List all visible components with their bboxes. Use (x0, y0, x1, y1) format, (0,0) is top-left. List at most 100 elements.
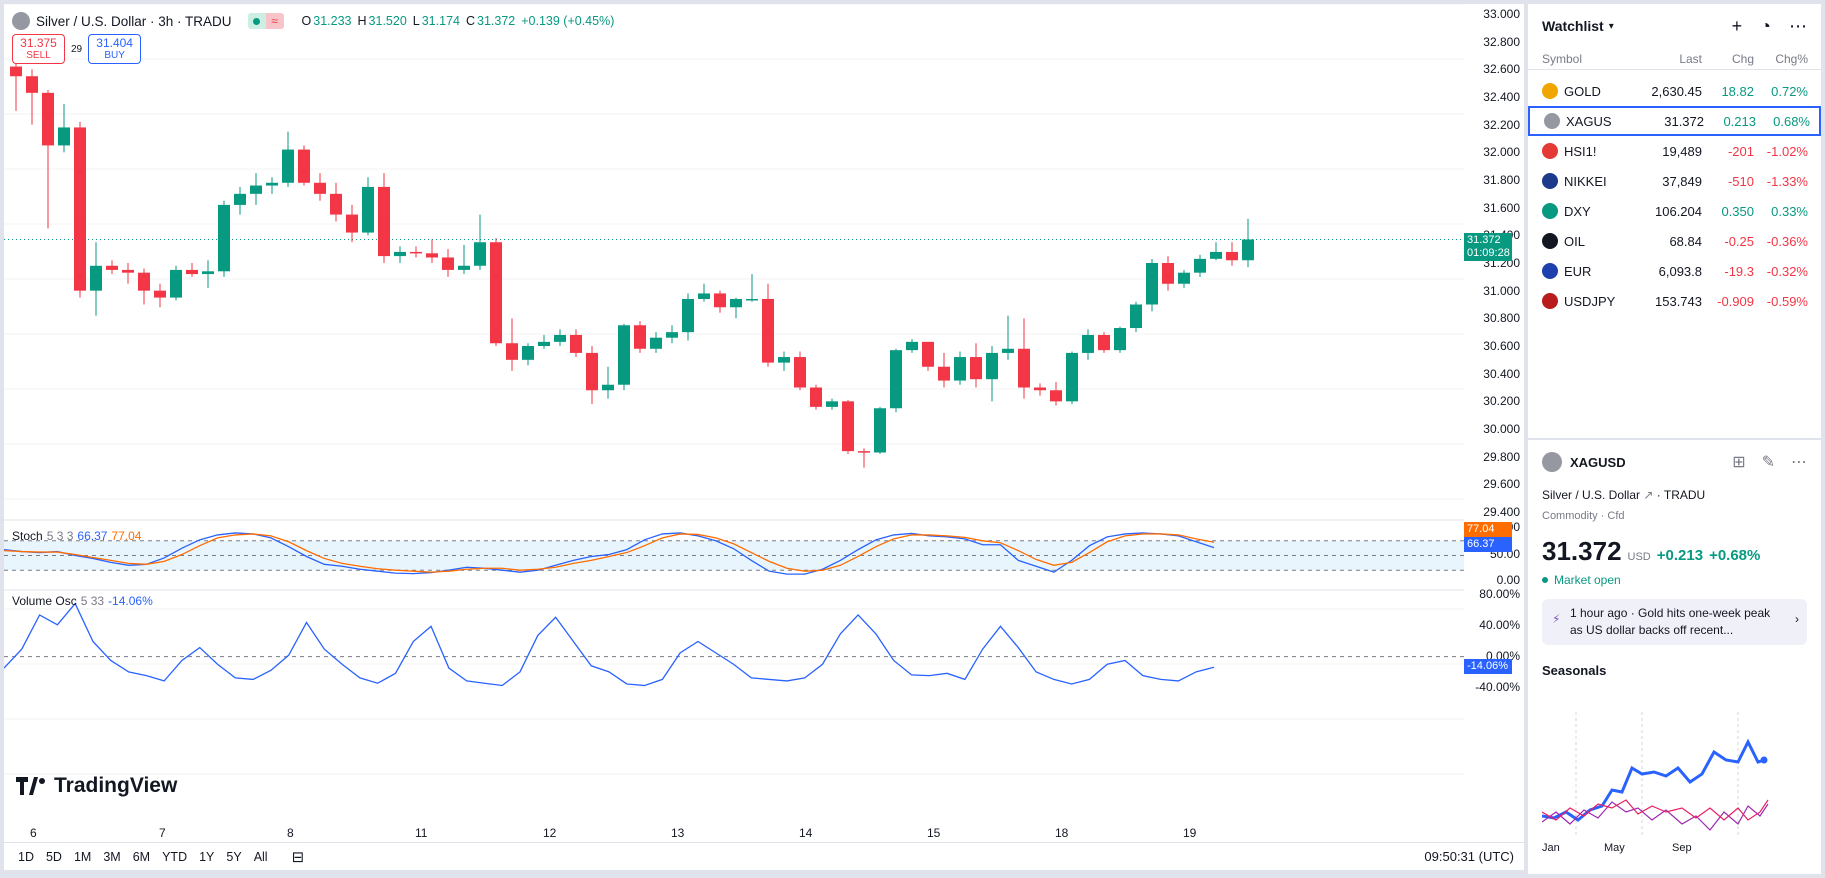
chevron-down-icon[interactable]: ▾ (1608, 20, 1614, 32)
advanced-view-icon[interactable]: ◔ (1760, 15, 1771, 36)
watchlist-row-hsi1![interactable]: HSI1! 19,489 -201 -1.02% (1528, 136, 1821, 166)
range-5d[interactable]: 5D (45, 849, 62, 864)
time-tick: 15 (927, 826, 941, 840)
range-3m[interactable]: 3M (103, 849, 121, 864)
seasonals-chart[interactable] (1542, 712, 1807, 837)
more-menu-icon[interactable]: ⋯ (1789, 15, 1807, 36)
candle-body (1146, 263, 1158, 305)
watchlist-title[interactable]: Watchlist (1542, 18, 1604, 34)
watchlist-header: Watchlist ▾ + ◔ ⋯ (1528, 4, 1821, 48)
chart-title[interactable]: Silver / U.S. Dollar · 3h · TRADU (36, 13, 232, 29)
range-ytd[interactable]: YTD (162, 849, 188, 864)
time-tick: 19 (1183, 826, 1197, 840)
symbol-logo-icon (1542, 203, 1558, 219)
change: -201 (1727, 143, 1754, 159)
seasonals-title[interactable]: Seasonals (1542, 662, 1607, 678)
candle-body (906, 341, 918, 351)
add-symbol-icon[interactable]: + (1731, 15, 1743, 36)
last-price: 153.743 (1655, 293, 1702, 309)
range-6m[interactable]: 6M (132, 849, 151, 864)
range-5y[interactable]: 5Y (226, 849, 242, 864)
open-label: O (301, 14, 312, 28)
time-tick: 18 (1055, 826, 1069, 840)
candle-body (586, 352, 598, 391)
candle-body (314, 182, 326, 194)
market-open-icon[interactable] (247, 13, 266, 29)
candle-body (570, 334, 582, 353)
candle-body (618, 325, 630, 385)
symbol-name[interactable]: Silver / U.S. Dollar (1542, 488, 1641, 502)
buy-price: 31.404 (96, 35, 133, 50)
candle-body (714, 293, 726, 308)
symbol-name: EUR (1564, 263, 1592, 279)
watchlist-row-oil[interactable]: OIL 68.84 -0.25 -0.36% (1528, 226, 1821, 256)
tradingview-logo[interactable]: TradingView (16, 774, 177, 798)
chart-area[interactable] (4, 4, 1464, 824)
buy-button[interactable]: 31.404 BUY (88, 34, 142, 64)
silver-symbol-icon (12, 12, 30, 30)
candle-body (74, 127, 86, 291)
seasonal-line-2 (1542, 801, 1769, 831)
stoch-params: 5 3 3 (46, 529, 74, 543)
watchlist-row-eur[interactable]: EUR 6,093.8 -19.3 -0.32% (1528, 256, 1821, 286)
chart-pane[interactable]: 33.000 32.800 32.600 32.400 32.200 32.000 31.8… (4, 4, 1524, 870)
candle-body (170, 269, 182, 298)
column-header-symbol[interactable]: Symbol (1542, 51, 1583, 66)
candle-body (186, 269, 198, 275)
change: 0.350 (1721, 203, 1754, 219)
candle-body (1082, 334, 1094, 353)
watchlist-row-dxy[interactable]: DXY 106.204 0.350 0.33% (1528, 196, 1821, 226)
stoch-name[interactable]: Stoch (12, 529, 43, 543)
watchlist-columns: Symbol Last Chg Chg% (1528, 48, 1821, 70)
delay-wave-icon[interactable]: ≈ (265, 13, 284, 29)
details-currency: USD (1627, 551, 1651, 563)
sell-button[interactable]: 31.375 SELL (12, 34, 65, 64)
watchlist-row-xagus[interactable]: XAGUS 31.372 0.213 0.68% (1528, 106, 1821, 136)
candle-body (826, 401, 838, 407)
watchlist-row-usdjpy[interactable]: USDJPY 153.743 -0.909 -0.59% (1528, 286, 1821, 316)
edit-icon[interactable]: ✎ (1761, 454, 1775, 471)
range-1m[interactable]: 1M (73, 849, 92, 864)
column-header-chg-pct[interactable]: Chg% (1775, 51, 1808, 66)
news-text: 1 hour ago · Gold hits one-week peak as … (1570, 606, 1771, 637)
candle-body (506, 343, 518, 360)
time-axis[interactable]: 6 7 8 11 12 13 14 15 18 19 (4, 824, 1524, 842)
watchlist-row-gold[interactable]: GOLD 2,630.45 18.82 0.72% (1528, 76, 1821, 106)
symbol-cell: GOLD (1542, 83, 1634, 99)
candlestick-chart[interactable] (4, 4, 1464, 824)
season-month-label: May (1604, 842, 1625, 854)
watchlist-panel: Watchlist ▾ + ◔ ⋯ Symbol Last Chg Chg% GOLD… (1528, 4, 1821, 438)
more-menu-icon[interactable]: ⋯ (1791, 454, 1807, 471)
volosc-value: -14.06% (108, 594, 153, 608)
candle-body (650, 337, 662, 349)
details-symbol[interactable]: XAGUSD (1570, 454, 1626, 470)
volosc-name[interactable]: Volume Osc (12, 594, 77, 608)
market-status[interactable]: Market open (1542, 573, 1807, 587)
seasonal-current-point (1760, 756, 1768, 764)
price-tick: 29.600 (1483, 477, 1520, 492)
stoch-k-label: 66.37 (1464, 537, 1512, 552)
ohlc-readout: O 31.233 H 31.520 L 31.174 C 31.372 +0.139 (… (302, 14, 615, 28)
date-range-icon[interactable]: ⊟ (291, 848, 305, 866)
change: -0.909 (1717, 293, 1754, 309)
candle-body (954, 357, 966, 381)
status-badges[interactable]: ≈ (247, 13, 284, 29)
details-header: XAGUSD ⊞ ✎ ⋯ (1542, 452, 1807, 472)
column-header-chg[interactable]: Chg (1731, 51, 1754, 66)
layout-icon[interactable]: ⊞ (1732, 454, 1746, 471)
watchlist-row-nikkei[interactable]: NIKKEI 37,849 -510 -1.33% (1528, 166, 1821, 196)
candle-body (218, 204, 230, 272)
external-link-icon[interactable]: ↗ (1643, 488, 1654, 502)
range-1y[interactable]: 1Y (199, 849, 215, 864)
details-category: Commodity · Cfd (1542, 510, 1625, 522)
change-pct: -0.36% (1766, 233, 1808, 249)
silver-symbol-icon (1542, 452, 1562, 472)
price-axis[interactable]: 33.000 32.800 32.600 32.400 32.200 32.000 31.8… (1464, 4, 1524, 824)
utc-clock[interactable]: 09:50:31 (UTC) (1424, 849, 1514, 864)
news-item[interactable]: ⚡ 1 hour ago · Gold hits one-week peak a… (1542, 599, 1807, 645)
exchange-name[interactable]: TRADU (1663, 488, 1706, 502)
range-1d[interactable]: 1D (18, 849, 34, 864)
column-header-last[interactable]: Last (1679, 51, 1702, 66)
range-all[interactable]: All (253, 849, 268, 864)
bottom-toolbar: 1D 5D 1M 3M 6M YTD 1Y 5Y All ⊟ 09:50:31 (UTC) (4, 842, 1524, 870)
